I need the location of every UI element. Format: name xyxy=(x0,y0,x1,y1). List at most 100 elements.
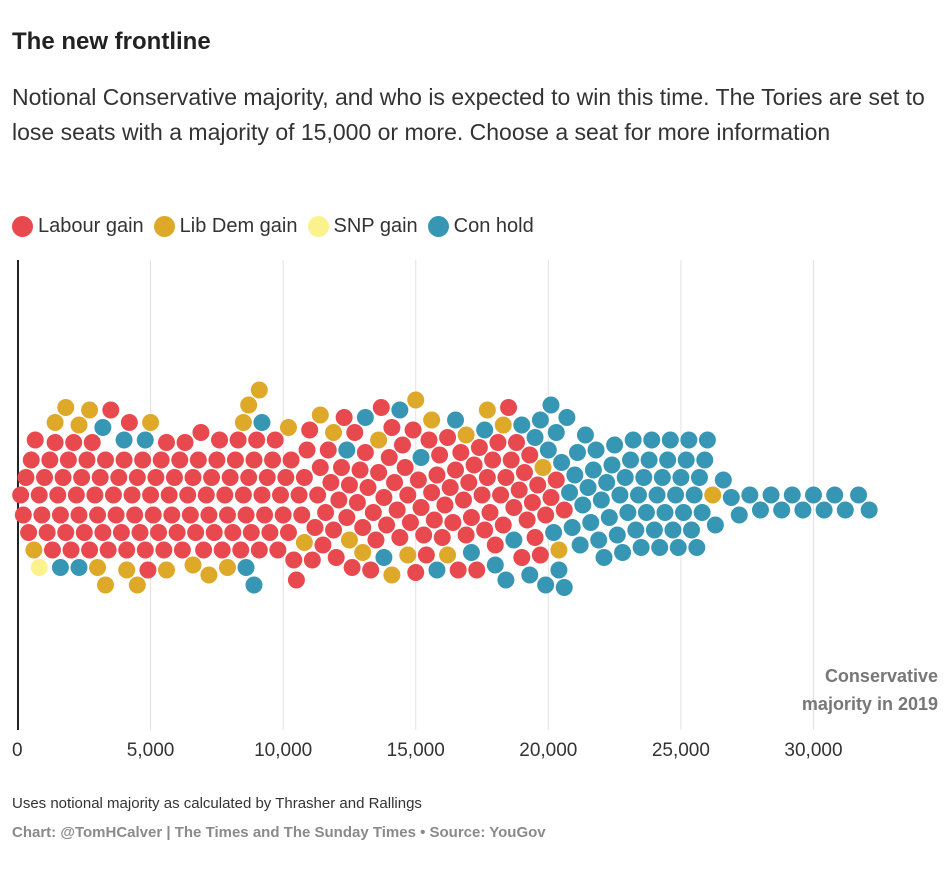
seat-dot-con-hold[interactable] xyxy=(637,504,655,521)
seat-dot-con-hold[interactable] xyxy=(566,466,584,484)
seat-dot-labour-gain[interactable] xyxy=(420,431,438,449)
seat-dot-labour-gain[interactable] xyxy=(81,541,99,559)
seat-dot-con-hold[interactable] xyxy=(245,576,263,594)
seat-dot-labour-gain[interactable] xyxy=(94,524,112,541)
seat-dot-labour-gain[interactable] xyxy=(12,486,30,504)
seat-dot-con-hold[interactable] xyxy=(632,539,650,556)
seat-dot-con-hold[interactable] xyxy=(237,559,255,576)
seat-dot-con-hold[interactable] xyxy=(619,504,637,521)
seat-dot-labour-gain[interactable] xyxy=(542,489,560,506)
seat-dot-con-hold[interactable] xyxy=(611,486,629,504)
seat-dot-labour-gain[interactable] xyxy=(372,399,390,416)
seat-dot-labour-gain[interactable] xyxy=(314,536,332,554)
seat-dot-con-hold[interactable] xyxy=(558,409,576,426)
seat-dot-lib-dem-gain[interactable] xyxy=(370,431,388,449)
seat-dot-labour-gain[interactable] xyxy=(500,399,518,416)
seat-dot-lib-dem-gain[interactable] xyxy=(399,546,417,564)
seat-dot-labour-gain[interactable] xyxy=(439,429,457,446)
seat-dot-labour-gain[interactable] xyxy=(370,464,388,481)
seat-dot-labour-gain[interactable] xyxy=(515,464,533,481)
seat-dot-labour-gain[interactable] xyxy=(139,561,157,579)
seat-dot-con-hold[interactable] xyxy=(672,469,690,486)
seat-dot-labour-gain[interactable] xyxy=(86,486,104,504)
seat-dot-labour-gain[interactable] xyxy=(195,541,213,559)
seat-dot-con-hold[interactable] xyxy=(648,486,666,504)
seat-dot-con-hold[interactable] xyxy=(622,451,640,469)
seat-dot-con-hold[interactable] xyxy=(600,509,618,526)
seat-dot-con-hold[interactable] xyxy=(553,454,571,471)
seat-dot-con-hold[interactable] xyxy=(640,451,658,469)
seat-dot-labour-gain[interactable] xyxy=(176,434,194,451)
seat-dot-labour-gain[interactable] xyxy=(407,564,425,581)
seat-dot-labour-gain[interactable] xyxy=(277,469,295,486)
seat-dot-con-hold[interactable] xyxy=(563,519,581,536)
seat-dot-labour-gain[interactable] xyxy=(256,506,274,524)
seat-dot-labour-gain[interactable] xyxy=(399,486,417,504)
seat-dot-labour-gain[interactable] xyxy=(200,506,218,524)
seat-dot-labour-gain[interactable] xyxy=(54,469,72,486)
seat-dot-labour-gain[interactable] xyxy=(70,506,88,524)
seat-dot-labour-gain[interactable] xyxy=(359,479,377,496)
legend-item-snp[interactable]: SNP gain xyxy=(307,215,418,238)
seat-dot-labour-gain[interactable] xyxy=(242,524,260,541)
seat-dot-labour-gain[interactable] xyxy=(468,561,486,579)
seat-dot-labour-gain[interactable] xyxy=(537,506,555,524)
seat-dot-labour-gain[interactable] xyxy=(460,474,478,491)
seat-dot-labour-gain[interactable] xyxy=(168,524,186,541)
seat-dot-labour-gain[interactable] xyxy=(486,536,504,554)
seat-dot-labour-gain[interactable] xyxy=(311,459,329,476)
seat-dot-con-hold[interactable] xyxy=(542,396,560,414)
seat-dot-labour-gain[interactable] xyxy=(409,471,427,489)
seat-dot-labour-gain[interactable] xyxy=(131,524,149,541)
seat-dot-labour-gain[interactable] xyxy=(266,431,284,449)
seat-dot-con-hold[interactable] xyxy=(683,521,701,539)
seat-dot-labour-gain[interactable] xyxy=(115,451,133,469)
seat-dot-labour-gain[interactable] xyxy=(354,519,372,536)
seat-dot-con-hold[interactable] xyxy=(645,521,663,539)
seat-dot-snp-gain[interactable] xyxy=(30,559,48,576)
seat-dot-labour-gain[interactable] xyxy=(508,434,526,451)
seat-dot-lib-dem-gain[interactable] xyxy=(200,566,218,584)
legend-item-labour[interactable]: Labour gain xyxy=(12,215,144,238)
seat-dot-labour-gain[interactable] xyxy=(211,431,229,449)
seat-dot-labour-gain[interactable] xyxy=(142,486,160,504)
seat-dot-labour-gain[interactable] xyxy=(351,461,369,479)
seat-dot-con-hold[interactable] xyxy=(804,486,822,504)
seat-dot-lib-dem-gain[interactable] xyxy=(383,566,401,584)
seat-dot-labour-gain[interactable] xyxy=(428,466,446,484)
seat-dot-labour-gain[interactable] xyxy=(165,469,183,486)
seat-dot-con-hold[interactable] xyxy=(651,539,669,556)
seat-dot-con-hold[interactable] xyxy=(595,549,613,566)
seat-dot-con-hold[interactable] xyxy=(590,531,608,549)
seat-dot-labour-gain[interactable] xyxy=(38,524,56,541)
seat-dot-con-hold[interactable] xyxy=(375,549,393,566)
seat-dot-labour-gain[interactable] xyxy=(134,451,152,469)
seat-dot-lib-dem-gain[interactable] xyxy=(184,556,202,574)
seat-dot-con-hold[interactable] xyxy=(624,431,642,449)
seat-dot-labour-gain[interactable] xyxy=(396,459,414,476)
seat-dot-con-hold[interactable] xyxy=(685,486,703,504)
legend-item-libdem[interactable]: Lib Dem gain xyxy=(153,215,298,238)
seat-dot-con-hold[interactable] xyxy=(356,409,374,426)
seat-dot-lib-dem-gain[interactable] xyxy=(279,419,297,436)
seat-dot-con-hold[interactable] xyxy=(794,501,812,519)
seat-dot-labour-gain[interactable] xyxy=(531,546,549,564)
seat-dot-labour-gain[interactable] xyxy=(290,486,308,504)
seat-dot-lib-dem-gain[interactable] xyxy=(57,399,75,416)
seat-dot-con-hold[interactable] xyxy=(696,451,714,469)
seat-dot-labour-gain[interactable] xyxy=(274,506,292,524)
seat-dot-labour-gain[interactable] xyxy=(364,504,382,521)
seat-dot-labour-gain[interactable] xyxy=(523,494,541,511)
seat-dot-lib-dem-gain[interactable] xyxy=(704,486,722,504)
seat-dot-labour-gain[interactable] xyxy=(144,506,162,524)
seat-dot-labour-gain[interactable] xyxy=(301,421,319,439)
seat-dot-con-hold[interactable] xyxy=(486,556,504,574)
seat-dot-labour-gain[interactable] xyxy=(285,551,303,569)
seat-dot-labour-gain[interactable] xyxy=(192,424,210,441)
seat-dot-con-hold[interactable] xyxy=(598,474,616,491)
seat-dot-labour-gain[interactable] xyxy=(229,431,247,449)
seat-dot-labour-gain[interactable] xyxy=(75,524,93,541)
seat-dot-labour-gain[interactable] xyxy=(184,469,202,486)
seat-dot-labour-gain[interactable] xyxy=(226,451,244,469)
seat-dot-con-hold[interactable] xyxy=(741,486,759,504)
